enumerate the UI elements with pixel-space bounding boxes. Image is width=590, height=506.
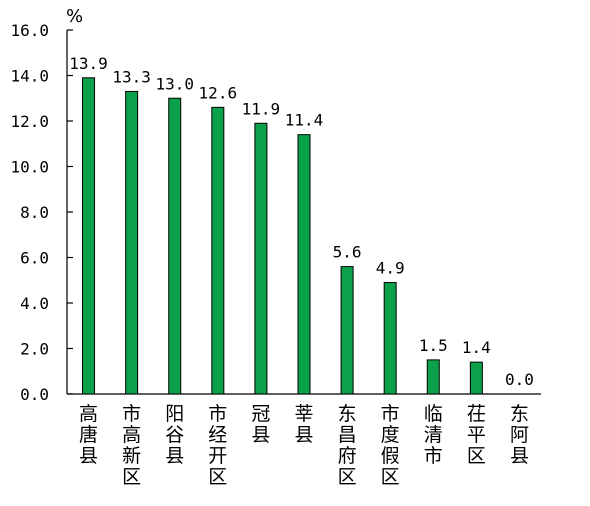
category-label-char: 唐 <box>79 424 98 446</box>
category-label-char: 新 <box>122 445 141 467</box>
category-label-char: 市 <box>424 445 443 467</box>
category-label-char: 市 <box>381 403 400 425</box>
category-label-char: 经 <box>208 424 227 446</box>
category-label-char: 区 <box>122 466 141 488</box>
category-label-char: 阿 <box>510 424 529 446</box>
category-label-char: 县 <box>510 445 529 467</box>
category-label: 高唐县 <box>79 403 98 467</box>
data-label: 5.6 <box>333 243 362 262</box>
bar <box>297 134 311 395</box>
bar <box>469 361 483 395</box>
y-tick-label: 6.0 <box>20 249 49 268</box>
data-label: 11.4 <box>285 111 324 130</box>
bar <box>426 359 440 395</box>
data-label: 11.9 <box>242 99 281 118</box>
category-label-char: 县 <box>79 445 98 467</box>
category-label-char: 县 <box>165 445 184 467</box>
data-label: 0.0 <box>505 370 534 389</box>
bar-series <box>82 77 483 395</box>
category-label-char: 府 <box>338 445 357 467</box>
category-label-char: 东 <box>338 403 357 425</box>
y-axis-unit-label: % <box>66 6 83 27</box>
category-label-char: 市 <box>122 403 141 425</box>
category-label-char: 平 <box>467 424 486 446</box>
category-label-char: 昌 <box>338 424 357 446</box>
category-label-char: 度 <box>381 424 400 446</box>
data-label: 4.9 <box>376 259 405 278</box>
category-label-char: 市 <box>208 403 227 425</box>
category-label-char: 冠 <box>251 403 270 425</box>
category-label: 阳谷县 <box>165 403 184 467</box>
category-label-char: 阳 <box>165 403 184 425</box>
category-label-char: 高 <box>79 403 98 425</box>
category-label: 冠县 <box>251 403 270 446</box>
category-label-char: 区 <box>208 466 227 488</box>
category-label-char: 区 <box>381 466 400 488</box>
category-label-char: 假 <box>381 445 400 467</box>
category-label-char: 茌 <box>467 403 486 425</box>
bar <box>125 90 139 395</box>
y-tick-label: 10.0 <box>10 158 49 177</box>
y-tick-label: 0.0 <box>20 385 49 404</box>
bar <box>383 282 397 395</box>
data-label: 13.0 <box>155 74 194 93</box>
bar <box>168 97 182 395</box>
data-label: 1.4 <box>462 338 491 357</box>
data-label: 1.5 <box>419 336 448 355</box>
category-label-char: 清 <box>424 424 443 446</box>
y-tick-label: 8.0 <box>20 203 49 222</box>
category-label: 莘县 <box>294 403 313 446</box>
category-label-char: 临 <box>424 403 443 425</box>
bar <box>82 77 96 395</box>
category-label-char: 莘 <box>294 403 313 425</box>
category-label-char: 开 <box>208 445 227 467</box>
category-label-char: 区 <box>467 445 486 467</box>
y-tick-label: 4.0 <box>20 294 49 313</box>
category-label-char: 县 <box>294 424 313 446</box>
category-label: 东阿县 <box>510 403 529 467</box>
category-label: 茌平区 <box>467 403 486 467</box>
y-tick-label: 14.0 <box>10 67 49 86</box>
data-label: 13.3 <box>112 67 151 86</box>
category-label-char: 谷 <box>165 424 184 446</box>
data-labels: 13.913.3 13.0 12.611.911.4 5.6 4.9 1.5 1.4 0.0 <box>69 54 534 389</box>
category-label-char: 区 <box>338 466 357 488</box>
y-tick-label: 16.0 <box>10 21 49 40</box>
bar <box>211 106 225 395</box>
data-label: 13.9 <box>69 54 108 73</box>
category-label-char: 县 <box>251 424 270 446</box>
y-tick-label: 12.0 <box>10 112 49 131</box>
category-label-char: 东 <box>510 403 529 425</box>
bar <box>254 122 268 395</box>
y-axis-ticks: 0.0 2.0 4.0 6.0 8.0 10.0 12.0 14.0 16.0 <box>10 21 73 404</box>
category-label: 临清市 <box>424 403 443 467</box>
y-tick-label: 2.0 <box>20 340 49 359</box>
data-label: 12.6 <box>199 83 238 102</box>
category-label-char: 高 <box>122 424 141 446</box>
bar <box>340 266 354 395</box>
